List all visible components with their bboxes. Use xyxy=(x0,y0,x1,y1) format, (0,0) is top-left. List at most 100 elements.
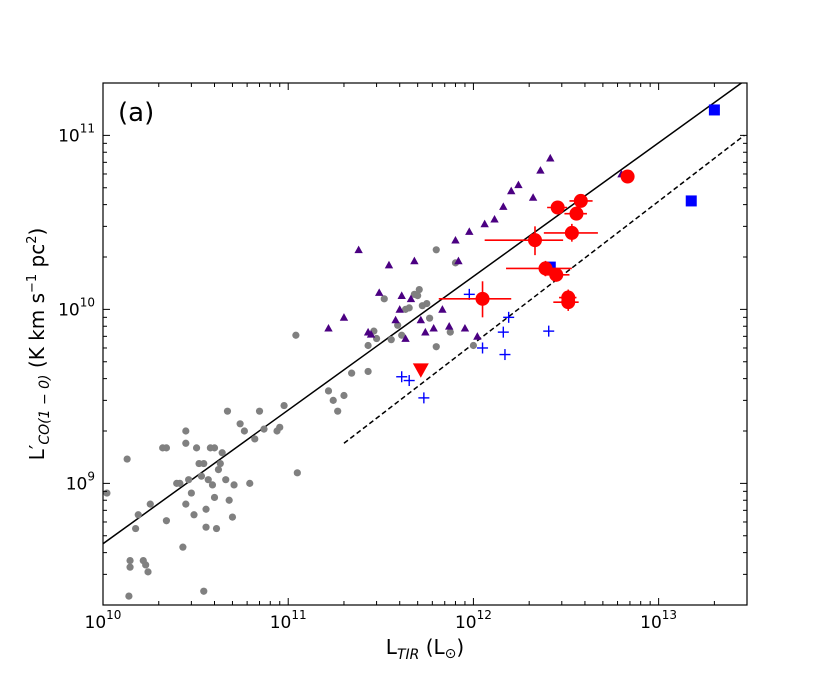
purple-triangles-point xyxy=(536,166,545,174)
gray-circles-point xyxy=(132,524,140,533)
purple-triangles-point xyxy=(465,227,474,235)
gray-circles-point xyxy=(126,556,134,565)
gray-circles-point xyxy=(162,444,171,452)
y-tick-label: 109 xyxy=(66,469,95,494)
gray-circles-point xyxy=(123,455,131,463)
gray-circles-point xyxy=(182,427,190,435)
y-tick-label: 1010 xyxy=(58,295,95,320)
blue-crosses-point xyxy=(403,375,415,387)
gray-circles-point xyxy=(230,481,238,489)
gray-circles-point xyxy=(364,341,372,350)
purple-triangles-point xyxy=(490,214,499,223)
panel-label: (a) xyxy=(118,98,154,128)
purple-triangles-point xyxy=(528,193,538,201)
blue-crosses-point xyxy=(499,349,511,361)
gray-circles-point xyxy=(414,292,422,300)
gray-circles-point xyxy=(324,387,333,395)
gray-circles-point xyxy=(348,369,356,377)
gray-circles-point xyxy=(372,334,381,343)
gray-circles-point xyxy=(236,420,244,428)
gray-circles-point xyxy=(469,341,478,350)
blue-crosses-point xyxy=(503,311,515,323)
purple-triangles-point xyxy=(499,202,508,210)
gray-circles-point xyxy=(212,524,221,533)
gray-circles-point xyxy=(251,435,259,443)
blue-squares-point xyxy=(708,104,720,116)
purple-triangles-point xyxy=(384,260,394,269)
purple-triangles-point xyxy=(454,256,463,265)
purple-triangles-point xyxy=(451,235,460,244)
gray-circles-point xyxy=(446,328,454,336)
gray-circles-point xyxy=(228,513,237,521)
purple-triangles-point xyxy=(410,256,419,265)
gray-circles-point xyxy=(364,367,372,376)
x-tick-label: 1011 xyxy=(270,608,307,633)
gray-circles-point xyxy=(223,407,232,415)
red-circles-errorbars-point xyxy=(506,260,572,277)
blue-crosses-point xyxy=(396,371,408,383)
gray-circles-point xyxy=(225,496,233,504)
red-circles-errorbars-point xyxy=(547,200,567,215)
gray-circles-point xyxy=(405,304,413,312)
plot-frame xyxy=(102,82,748,606)
gray-circles-point xyxy=(394,321,402,329)
purple-triangles-point xyxy=(416,315,426,324)
purple-triangles-point xyxy=(406,294,416,303)
gray-circles-point xyxy=(292,331,300,339)
red-circles-errorbars-point xyxy=(559,289,577,306)
gray-circles-point xyxy=(162,517,171,525)
gray-circles-point xyxy=(293,469,301,477)
gray-circles-point xyxy=(142,561,150,569)
gray-circles-point xyxy=(103,489,111,497)
purple-triangles-point xyxy=(445,322,454,330)
gray-circles-point xyxy=(208,481,217,489)
red-circles-errorbars-point xyxy=(543,223,598,242)
gray-circles-point xyxy=(144,568,152,576)
red-circles-errorbars-point xyxy=(543,267,570,282)
x-axis-label: LTIR (L⊙) xyxy=(386,635,464,663)
axis-ticks: 1010 1011 1012 1013 109 1010 1011 xyxy=(58,82,748,633)
blue-crosses-point xyxy=(418,392,430,404)
purple-triangles-point xyxy=(438,305,447,313)
gray-circles-point xyxy=(197,472,206,480)
red-circles-errorbars-point xyxy=(569,193,593,208)
gray-circles-point xyxy=(423,299,431,308)
gray-circles-point xyxy=(432,343,440,351)
gray-circles-point xyxy=(222,476,230,484)
gray-circles-point xyxy=(216,459,224,468)
purple-triangles-point xyxy=(401,334,410,342)
gray-circles-point xyxy=(210,444,219,452)
x-tick-label: 1010 xyxy=(85,608,122,633)
purple-triangles-point xyxy=(429,323,438,332)
fit-solid-line xyxy=(103,83,742,545)
purple-triangles-point xyxy=(354,245,363,254)
gray-circles-point xyxy=(276,423,284,431)
gray-circles-point xyxy=(329,396,337,404)
purple-triangles-point xyxy=(366,330,376,338)
gray-circles-point xyxy=(200,587,208,595)
purple-triangles-point xyxy=(375,288,384,296)
gray-circles-point xyxy=(432,246,440,254)
gray-circles-point xyxy=(210,493,219,502)
gray-circles-point xyxy=(246,479,254,487)
gray-circles-point xyxy=(134,511,142,519)
gray-circles-point xyxy=(340,391,348,400)
purple-triangles-point xyxy=(507,186,516,195)
purple-triangles-point xyxy=(339,313,349,321)
purple-triangles-point xyxy=(480,219,489,228)
blue-crosses-point xyxy=(477,342,489,354)
gray-circles-point xyxy=(426,314,434,322)
gray-circles-point xyxy=(179,543,187,551)
gray-circles-point xyxy=(255,407,264,415)
purple-triangles-point xyxy=(473,332,482,340)
gray-circles-point xyxy=(387,336,395,344)
red-circles-errorbars-point xyxy=(620,169,635,184)
gray-circles-point xyxy=(240,427,248,435)
gray-circles-point xyxy=(380,295,388,303)
gray-circles-point xyxy=(202,505,210,513)
gray-circles-point xyxy=(214,466,223,474)
red-circles-errorbars-point xyxy=(564,206,587,221)
gray-circles-point xyxy=(146,500,154,508)
gray-circles-point xyxy=(280,401,288,410)
gray-circles-point xyxy=(187,489,195,497)
